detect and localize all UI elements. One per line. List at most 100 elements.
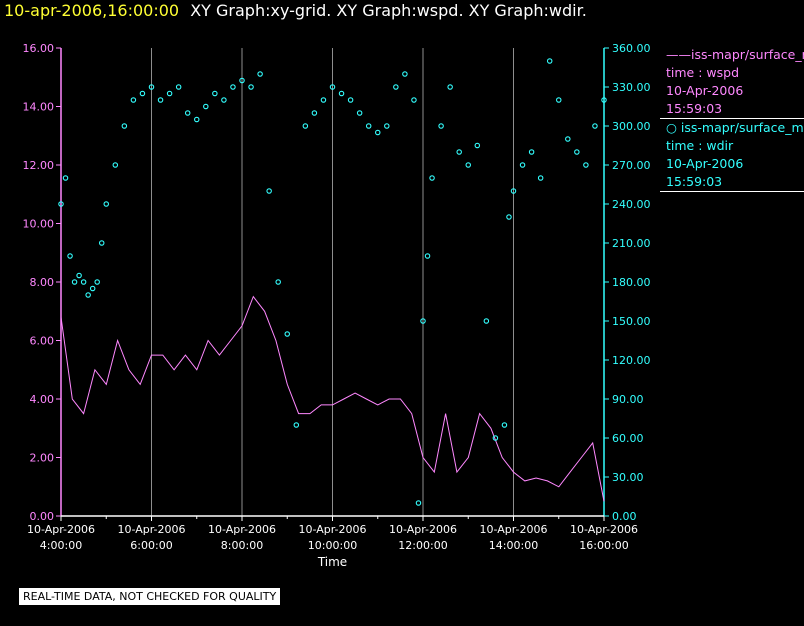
wdir-point (148, 84, 155, 90)
wdir-point (501, 422, 508, 428)
x-tick-labels: 10-Apr-2006 4:00:00 10-Apr-2006 6:00:00 10-A… (27, 516, 638, 552)
wdir-point (76, 272, 82, 279)
wdir-point (275, 279, 281, 285)
wdir-point (320, 97, 327, 103)
wdir-point (519, 162, 526, 168)
wdir-point (438, 123, 444, 129)
wdir-point (365, 123, 372, 129)
chart-title: 10-apr-2006,16:00:00 XY Graph:xy-grid. X… (4, 0, 587, 22)
right-y-tick-label: 330.00 (612, 81, 651, 94)
legend-wspd-time: 15:59:03 (666, 101, 723, 116)
wdir-point (411, 97, 417, 103)
wdir-point (157, 97, 164, 103)
wdir-point (257, 71, 263, 77)
wdir-point (248, 84, 254, 90)
wdir-point (402, 71, 408, 77)
x-axis-label: Time (317, 555, 347, 569)
right-y-tick-label: 0.00 (612, 510, 637, 523)
left-y-tick-labels: 0.00 2.00 4.00 6.00 8.00 10.00 12.00 14.00 16.00 (23, 42, 61, 523)
wdir-point (112, 162, 119, 168)
wdir-point (506, 214, 512, 220)
right-y-tick-label: 240.00 (612, 198, 651, 211)
x-tick-label-date: 10-Apr-2006 (117, 523, 185, 536)
x-tick-label-date: 10-Apr-2006 (389, 523, 457, 536)
wdir-point (166, 90, 173, 97)
wdir-point (510, 188, 517, 194)
wdir-point (130, 97, 137, 103)
x-tick-label-time: 4:00:00 (40, 539, 82, 552)
wdir-point (565, 136, 571, 142)
wdir-point (424, 253, 431, 259)
wdir-point (374, 129, 381, 136)
legend-wdir-time: 15:59:03 (666, 174, 723, 189)
right-y-tick-label: 180.00 (612, 276, 651, 289)
left-y-tick-label: 4.00 (30, 393, 55, 406)
wdir-point (393, 84, 399, 90)
wdir-point (293, 422, 300, 428)
wdir-point (420, 318, 426, 324)
legend-wspd-variable: time : wspd (666, 65, 740, 80)
wdir-point (94, 279, 100, 285)
wdir-point (239, 77, 245, 84)
wdir-point (194, 116, 200, 123)
wdir-point (175, 84, 182, 90)
right-y-tick-labels: 0.00 30.00 60.00 90.00 120.00 150.00 180.00 210… (604, 42, 651, 523)
x-tick-label-date: 10-Apr-2006 (298, 523, 366, 536)
wdir-point (447, 84, 453, 90)
wdir-point (555, 97, 562, 103)
x-tick-label-time: 16:00:00 (579, 539, 628, 552)
wdir-point (338, 90, 345, 97)
legend-wspd-date: 10-Apr-2006 (666, 83, 744, 98)
wdir-point (71, 279, 78, 285)
wdir-point (465, 162, 471, 168)
wdir-point (58, 201, 64, 207)
wdir-point (67, 253, 73, 259)
legend-item-wdir: ○ iss-mapr/surface_m time : wdir 10-Apr-… (660, 119, 804, 192)
wdir-point (347, 97, 354, 103)
wdir-point (85, 292, 91, 298)
wdir-point (212, 90, 218, 97)
wdir-point (574, 149, 580, 155)
x-tick-label-time: 6:00:00 (130, 539, 172, 552)
wdir-point (583, 162, 589, 168)
legend-wdir-variable: time : wdir (666, 138, 734, 153)
x-tick-label-date: 10-Apr-2006 (27, 523, 95, 536)
left-y-tick-label: 6.00 (30, 335, 55, 348)
x-tick-label-time: 10:00:00 (308, 539, 357, 552)
x-tick-label-date: 10-Apr-2006 (479, 523, 547, 536)
right-y-tick-label: 270.00 (612, 159, 651, 172)
legend-wdir-source: ○ iss-mapr/surface_m (666, 120, 804, 135)
x-tick-label-date: 10-Apr-2006 (570, 523, 638, 536)
left-y-tick-label: 14.00 (23, 101, 55, 114)
legend-item-wspd: ——iss-mapr/surface_m time : wspd 10-Apr-… (660, 46, 804, 119)
right-y-tick-label: 120.00 (612, 354, 651, 367)
legend-wdir-date: 10-Apr-2006 (666, 156, 744, 171)
grid-lines (151, 48, 605, 516)
wdir-point (546, 58, 553, 64)
wdir-point (80, 279, 87, 285)
wdir-point (184, 110, 191, 116)
right-y-tick-label: 90.00 (612, 393, 644, 406)
wdir-point (221, 97, 227, 103)
wdir-point (474, 142, 481, 149)
x-tick-label-date: 10-Apr-2006 (208, 523, 276, 536)
right-y-tick-label: 30.00 (612, 471, 644, 484)
wdir-point (384, 123, 390, 129)
right-y-tick-label: 300.00 (612, 120, 651, 133)
left-y-tick-label: 16.00 (23, 42, 55, 55)
wdir-point (537, 175, 544, 181)
wdir-point (203, 103, 209, 110)
wdir-point (62, 175, 69, 181)
wdir-point (415, 500, 422, 506)
wdir-point (483, 318, 490, 324)
wdir-point (456, 149, 462, 155)
right-y-tick-label: 150.00 (612, 315, 651, 328)
title-date: 10-apr-2006,16:00:00 (4, 1, 180, 20)
wdir-points (58, 58, 607, 506)
legend: ——iss-mapr/surface_m time : wspd 10-Apr-… (660, 46, 804, 192)
wdir-point (311, 110, 318, 116)
wdir-point (103, 201, 110, 207)
wdir-point (266, 188, 272, 194)
right-y-tick-label: 360.00 (612, 42, 651, 55)
wdir-point (528, 149, 535, 155)
